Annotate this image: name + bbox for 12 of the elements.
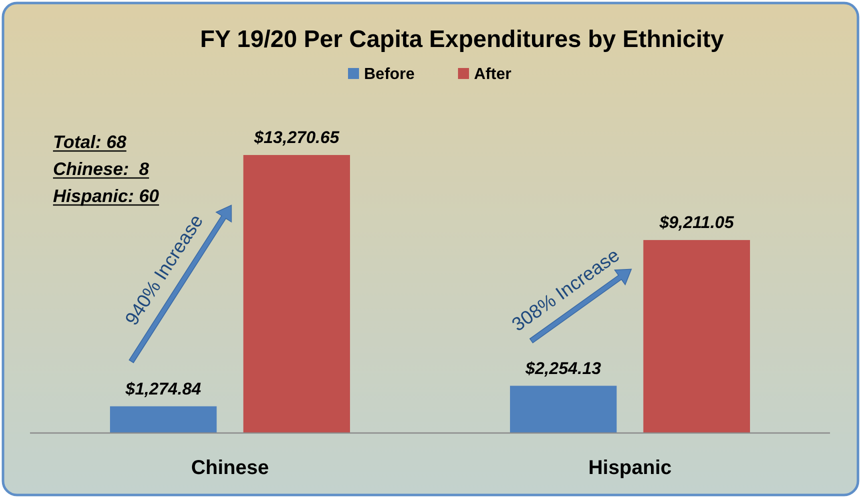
annotation: Hispanic: 60 bbox=[53, 186, 160, 206]
legend-label: Before bbox=[364, 66, 415, 83]
text: Total: 68 bbox=[53, 132, 126, 152]
x-tick-label: Hispanic bbox=[588, 457, 672, 479]
x-tick-label: Chinese bbox=[191, 457, 269, 479]
data-label: $9,211.05 bbox=[658, 213, 734, 232]
annotation: Chinese: 8 bbox=[53, 159, 150, 179]
legend-label: After bbox=[474, 66, 512, 83]
data-label: $1,274.84 bbox=[124, 379, 202, 398]
data-label: $2,254.13 bbox=[524, 358, 602, 378]
chart-title: FY 19/20 Per Capita Expenditures by Ethnicity bbox=[200, 26, 725, 53]
data-label: $13,270.65 bbox=[253, 128, 340, 147]
